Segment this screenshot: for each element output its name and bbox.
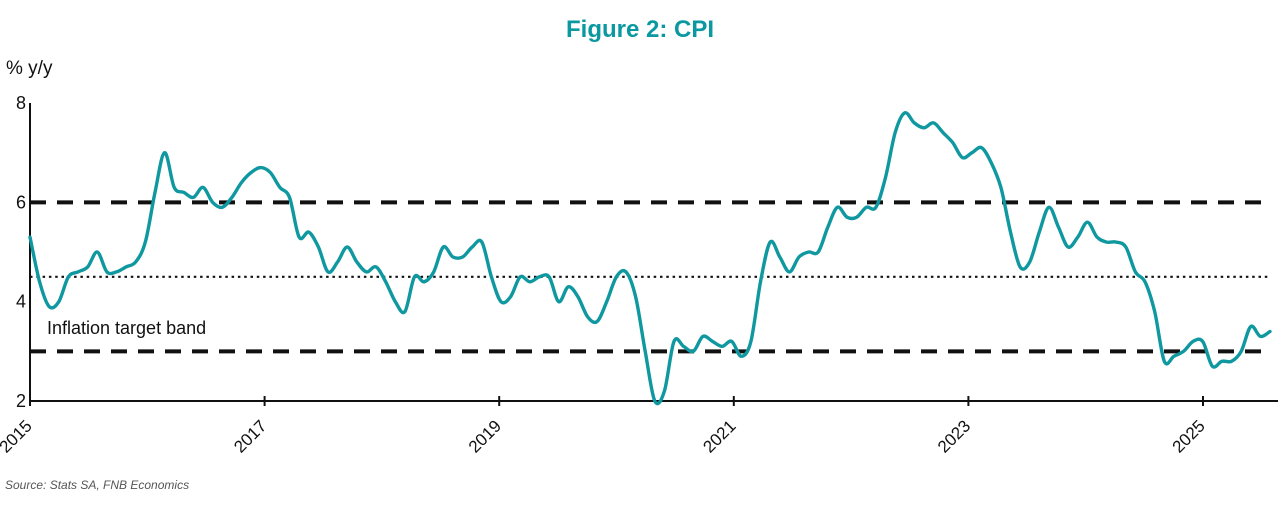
cpi-line-series	[28, 111, 1272, 406]
x-axis-tick-label: 2019	[465, 416, 505, 456]
source-attribution: Source: Stats SA, FNB Economics	[5, 478, 190, 492]
x-axis-tick-label: 2021	[699, 416, 739, 456]
y-axis-tick-label: 2	[16, 391, 26, 411]
y-axis-unit-label: % y/y	[6, 58, 53, 79]
y-axis-tick-label: 4	[16, 292, 26, 312]
inflation-target-band-label: Inflation target band	[47, 318, 207, 338]
x-axis-tick-label: 2017	[230, 416, 270, 456]
x-axis-tick-label: 2023	[934, 416, 974, 456]
y-axis-tick-label: 6	[16, 192, 26, 212]
x-axis-tick-label: 2015	[0, 416, 36, 456]
x-axis-tick-label: 2025	[1169, 416, 1209, 456]
figure-title: Figure 2: CPI	[565, 16, 715, 43]
y-axis-tick-label: 8	[16, 93, 26, 113]
